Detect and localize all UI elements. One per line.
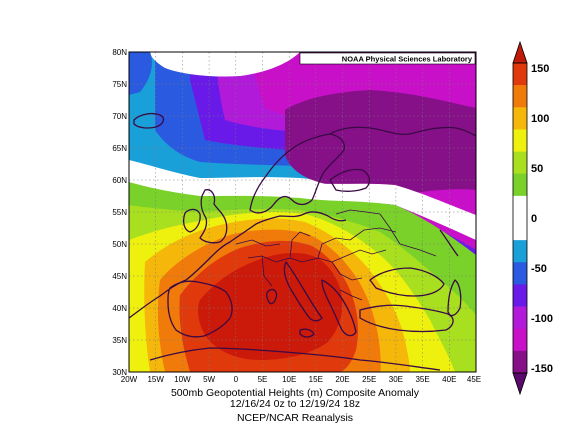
caption-title: 500mb Geopotential Heights (m) Composite… xyxy=(170,387,420,399)
map-frame xyxy=(128,51,477,373)
colorbar-cell xyxy=(513,218,527,241)
colorbar-label: 100 xyxy=(531,113,549,125)
lon-label: 5E xyxy=(258,375,268,384)
colorbar-label: -150 xyxy=(531,363,553,375)
lat-label: 30N xyxy=(112,368,127,377)
colorbar-cells xyxy=(513,63,527,374)
lon-label: 10W xyxy=(174,375,191,384)
lon-label: 15W xyxy=(147,375,164,384)
credit-text: NOAA Physical Sciences Laboratory xyxy=(342,55,473,64)
lat-label: 40N xyxy=(112,304,127,313)
colorbar-top-triangle xyxy=(512,40,528,64)
lon-label: 5W xyxy=(203,375,215,384)
colorbar-cell xyxy=(513,262,527,285)
lat-label: 80N xyxy=(112,48,127,57)
lon-axis: 20W 15W 10W 5W 0 5E 10E 15E 20E 25E 30E … xyxy=(121,375,481,384)
colorbar-cell xyxy=(513,306,527,330)
colorbar-cell xyxy=(513,151,527,175)
lat-label: 75N xyxy=(112,80,127,89)
colorbar-cell xyxy=(513,107,527,130)
colorbar-cell xyxy=(513,350,527,374)
credit-box: NOAA Physical Sciences Laboratory xyxy=(299,52,476,65)
colorbar-cell xyxy=(513,195,527,219)
lon-label: 20E xyxy=(335,375,349,384)
lon-label: 10E xyxy=(282,375,296,384)
lon-label: 15E xyxy=(309,375,323,384)
lat-label: 60N xyxy=(112,176,127,185)
colorbar-cell xyxy=(513,85,527,108)
colorbar-label: 50 xyxy=(531,163,543,175)
colorbar-cell xyxy=(513,240,527,263)
lat-label: 70N xyxy=(112,112,127,121)
lon-label: 40E xyxy=(442,375,456,384)
lon-label: 0 xyxy=(234,375,239,384)
colorbar: 150 100 50 0 -50 -100 -150 xyxy=(512,40,553,396)
lon-label: 20W xyxy=(121,375,138,384)
lon-label: 25E xyxy=(362,375,376,384)
lat-label: 50N xyxy=(112,240,127,249)
country-borders xyxy=(235,209,437,301)
colorbar-cell xyxy=(513,284,527,307)
lon-label: 30E xyxy=(389,375,403,384)
colorbar-label: 150 xyxy=(531,63,549,75)
colorbar-cell xyxy=(513,173,527,197)
colorbar-cell xyxy=(513,63,527,86)
colorbar-label: -100 xyxy=(531,313,553,325)
coastlines xyxy=(129,113,476,371)
colorbar-label: -50 xyxy=(531,263,547,275)
lat-label: 35N xyxy=(112,336,127,345)
colorbar-bottom-triangle xyxy=(512,372,528,396)
caption-dates: 12/16/24 0z to 12/19/24 18z xyxy=(229,398,361,410)
lon-label: 45E xyxy=(467,375,481,384)
lon-label: 35E xyxy=(415,375,429,384)
colorbar-cell xyxy=(513,129,527,152)
colorbar-label: 0 xyxy=(531,213,537,225)
caption-source: NCEP/NCAR Reanalysis xyxy=(236,412,354,424)
lat-label: 45N xyxy=(112,272,127,281)
lat-axis: 80N 75N 70N 65N 60N 55N 50N 45N 40N 35N … xyxy=(112,48,127,377)
lat-label: 65N xyxy=(112,144,127,153)
colorbar-cell xyxy=(513,328,527,352)
lat-label: 55N xyxy=(112,208,127,217)
map-gridlines xyxy=(129,52,476,372)
